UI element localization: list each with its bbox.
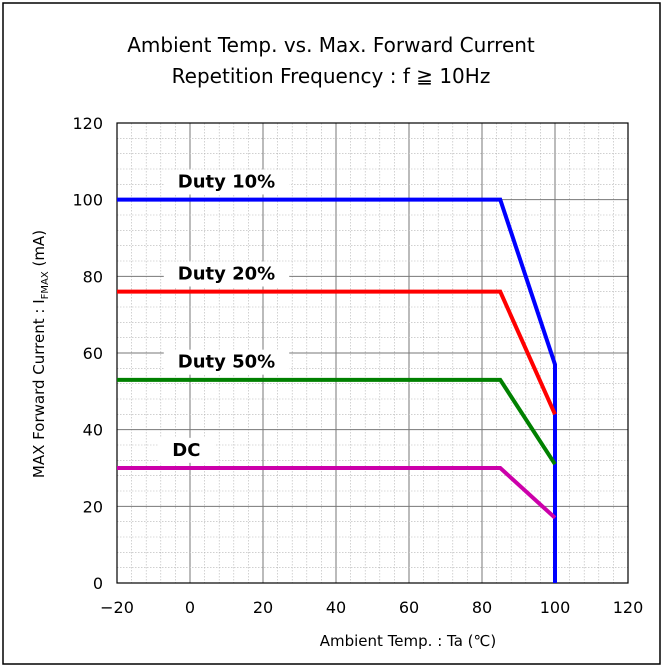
series-label-background (158, 437, 215, 463)
chart-subtitle: Repetition Frequency : f ≧ 10Hz (172, 64, 491, 88)
series-label-text: Duty 10% (178, 172, 275, 193)
x-tick-label: 0 (185, 598, 195, 617)
y-axis-label-suffix: (mA) (30, 230, 48, 271)
x-tick-label: 100 (540, 598, 571, 617)
series-label-background (163, 169, 290, 195)
series-line (117, 377, 557, 466)
x-tick-label: 40 (326, 598, 346, 617)
x-tick-label: 120 (613, 598, 644, 617)
series-lines (117, 197, 557, 583)
x-tick-label: −20 (100, 598, 134, 617)
series-label-background (163, 261, 290, 287)
y-axis-label-prefix: MAX Forward Current : I (30, 299, 48, 478)
y-axis-label-subscript: FMAX (40, 271, 51, 299)
series-labels: Duty 10% Duty 20% Duty 50% DC (158, 169, 290, 463)
y-tick-label: 80 (83, 267, 103, 286)
x-tick-label: 80 (472, 598, 492, 617)
x-axis-label: Ambient Temp. : Ta (℃) (320, 632, 496, 650)
x-tick-label: 20 (253, 598, 273, 617)
x-axis-ticks: −20 0 20 40 60 80 100 120 (100, 598, 643, 617)
plot-area-border (116, 122, 629, 584)
series-line (117, 197, 557, 583)
y-tick-label: 0 (93, 574, 103, 593)
series-label: DC (158, 437, 215, 463)
series-label-text: DC (172, 440, 200, 461)
series-label: Duty 10% (163, 169, 290, 195)
series-label-background (163, 349, 290, 375)
series-label: Duty 20% (163, 261, 290, 287)
series-label: Duty 50% (163, 349, 290, 375)
chart-title: Ambient Temp. vs. Max. Forward Current (127, 33, 535, 57)
y-tick-label: 100 (72, 191, 103, 210)
series-label-text: Duty 20% (178, 264, 275, 285)
y-tick-label: 60 (83, 344, 103, 363)
series-line (117, 466, 557, 520)
y-axis-label: MAX Forward Current : IFMAX (mA) (30, 230, 51, 478)
series-line (117, 289, 557, 416)
y-tick-label: 40 (83, 421, 103, 440)
series-label-text: Duty 50% (178, 352, 275, 373)
y-axis-ticks: 0 20 40 60 80 100 120 (72, 114, 103, 593)
x-tick-label: 60 (399, 598, 419, 617)
y-tick-label: 120 (72, 114, 103, 133)
y-tick-label: 20 (83, 497, 103, 516)
